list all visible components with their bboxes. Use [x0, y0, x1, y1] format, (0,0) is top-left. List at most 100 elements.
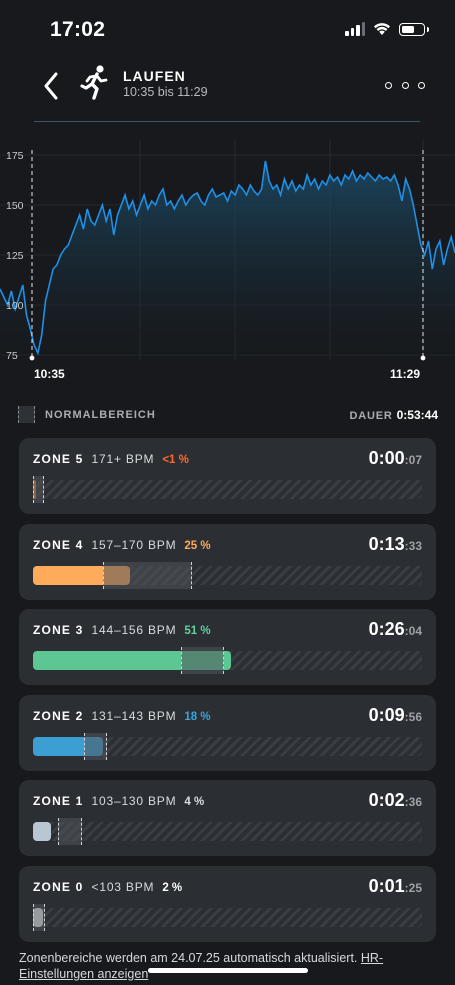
- activity-time-range: 10:35 bis 11:29: [123, 85, 208, 99]
- zone-percentage: 2 %: [162, 882, 183, 894]
- zone-bpm-range: 131–143 BPM: [91, 709, 177, 723]
- zone-name: ZONE 0: [33, 880, 84, 894]
- zone-normal-range: [58, 818, 82, 845]
- y-tick-label: 75: [6, 350, 18, 362]
- zone-bpm-range: 144–156 BPM: [91, 623, 177, 637]
- zone-name: ZONE 2: [33, 709, 84, 723]
- zone-card[interactable]: ZONE 0 <103 BPM 2 % 0:01:25: [19, 866, 436, 942]
- status-time: 17:02: [50, 18, 106, 41]
- chart-start-time: 10:35: [34, 367, 65, 381]
- zone-duration-seconds: :36: [404, 795, 422, 809]
- footer-note: Zonenbereiche werden am 24.07.25 automat…: [19, 950, 439, 982]
- zone-name: ZONE 3: [33, 623, 84, 637]
- zone-bar-area: [33, 818, 422, 845]
- more-options-button[interactable]: [385, 70, 425, 100]
- back-button[interactable]: [34, 66, 68, 106]
- y-tick-label: 100: [6, 300, 24, 312]
- heart-rate-line: [0, 160, 455, 356]
- zone-duration-main: 0:26: [368, 619, 405, 639]
- y-tick-label: 125: [6, 250, 24, 262]
- duration: DAUER 0:53:44: [350, 408, 439, 422]
- zone-track: [33, 480, 422, 499]
- status-icons: [345, 22, 429, 36]
- zone-duration: 0:13:33: [369, 534, 422, 555]
- zone-normal-range: [83, 733, 107, 760]
- zone-header: ZONE 3 144–156 BPM 51 %: [33, 623, 211, 637]
- more-icon: [385, 81, 392, 89]
- zone-header: ZONE 4 157–170 BPM 25 %: [33, 538, 211, 552]
- zone-duration: 0:26:04: [369, 619, 422, 640]
- zone-duration-main: 0:09: [368, 705, 405, 725]
- chevron-left-icon: [44, 72, 58, 100]
- heart-rate-chart-svg: 175 150 125 100 75: [0, 140, 455, 365]
- battery-icon: [399, 22, 429, 36]
- zone-bpm-range: 157–170 BPM: [91, 538, 177, 552]
- y-tick-label: 175: [6, 150, 24, 162]
- zone-duration-main: 0:01: [368, 876, 405, 896]
- zone-card[interactable]: ZONE 1 103–130 BPM 4 % 0:02:36: [19, 780, 436, 856]
- zone-duration: 0:00:07: [369, 448, 422, 469]
- zone-card[interactable]: ZONE 2 131–143 BPM 18 % 0:09:56: [19, 695, 436, 771]
- heart-rate-chart[interactable]: 175 150 125 100 75: [0, 140, 455, 385]
- zone-header: ZONE 2 131–143 BPM 18 %: [33, 709, 211, 723]
- chart-area: [0, 161, 455, 365]
- zone-percentage: 51 %: [184, 625, 211, 637]
- zone-card[interactable]: ZONE 4 157–170 BPM 25 % 0:13:33: [19, 524, 436, 600]
- zone-normal-range: [33, 476, 44, 503]
- zone-bpm-range: 171+ BPM: [91, 452, 155, 466]
- zone-duration-seconds: :07: [404, 453, 422, 467]
- activity-header: LAUFEN 10:35 bis 11:29: [0, 60, 455, 122]
- zone-duration: 0:02:36: [369, 790, 422, 811]
- header-divider: [34, 121, 420, 122]
- zone-header: ZONE 5 171+ BPM <1 %: [33, 452, 189, 466]
- zone-bpm-range: <103 BPM: [91, 880, 155, 894]
- zone-track: [33, 908, 422, 927]
- zone-name: ZONE 4: [33, 538, 84, 552]
- running-icon: [80, 65, 108, 100]
- zone-duration-seconds: :33: [404, 539, 422, 553]
- zone-duration-seconds: :04: [404, 624, 422, 638]
- signal-icon: [345, 22, 365, 36]
- status-bar: 17:02: [0, 0, 455, 60]
- home-indicator: [148, 968, 308, 973]
- zone-duration-main: 0:13: [368, 534, 405, 554]
- zone-normal-range: [33, 904, 45, 931]
- y-tick-label: 150: [6, 200, 24, 212]
- zone-duration: 0:09:56: [369, 705, 422, 726]
- zone-name: ZONE 5: [33, 452, 84, 466]
- zone-header: ZONE 1 103–130 BPM 4 %: [33, 794, 204, 808]
- zone-track: [33, 737, 422, 756]
- zone-fill-bar: [33, 822, 51, 841]
- zone-duration-seconds: :25: [404, 881, 422, 895]
- zone-duration-main: 0:00: [368, 448, 405, 468]
- zone-duration: 0:01:25: [369, 876, 422, 897]
- zone-bar-area: [33, 733, 422, 760]
- normal-range-label: NORMALBEREICH: [45, 409, 156, 421]
- duration-label: DAUER: [349, 410, 393, 422]
- hr-settings-link[interactable]: HR-Einstellungen anzeigen: [19, 951, 384, 981]
- end-marker-dot: [420, 355, 426, 361]
- zone-duration-seconds: :56: [404, 710, 422, 724]
- zone-bar-area: [33, 647, 422, 674]
- zone-bar-area: [33, 562, 422, 589]
- duration-value: 0:53:44: [396, 408, 438, 422]
- zone-normal-range: [180, 647, 224, 674]
- zone-percentage: <1 %: [162, 454, 189, 466]
- zone-header: ZONE 0 <103 BPM 2 %: [33, 880, 182, 894]
- activity-title: LAUFEN: [123, 68, 186, 84]
- zone-card[interactable]: ZONE 5 171+ BPM <1 % 0:00:07: [19, 438, 436, 514]
- start-marker-dot: [29, 355, 35, 361]
- zone-bar-area: [33, 904, 422, 931]
- zone-bpm-range: 103–130 BPM: [91, 794, 177, 808]
- normal-range-swatch: [18, 406, 35, 423]
- zone-normal-range: [103, 562, 193, 589]
- legend-row: NORMALBEREICH DAUER 0:53:44: [18, 405, 438, 425]
- zone-percentage: 25 %: [184, 540, 211, 552]
- zone-bar-area: [33, 476, 422, 503]
- wifi-icon: [374, 23, 390, 35]
- footer-text: Zonenbereiche werden am 24.07.25 automat…: [19, 951, 361, 965]
- zone-card[interactable]: ZONE 3 144–156 BPM 51 % 0:26:04: [19, 609, 436, 685]
- zone-percentage: 18 %: [184, 711, 211, 723]
- zone-duration-main: 0:02: [368, 790, 405, 810]
- zone-track: [33, 822, 422, 841]
